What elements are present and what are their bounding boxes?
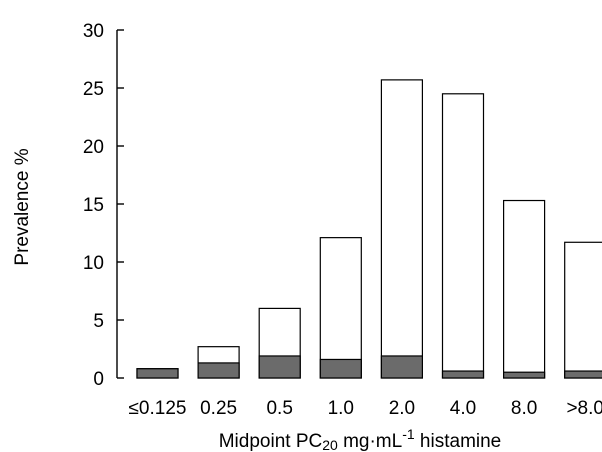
bar-subset <box>136 368 179 379</box>
y-tick-label: 0 <box>93 369 104 390</box>
x-axis-label-sub: 20 <box>322 437 338 452</box>
y-tick-label: 20 <box>83 137 104 158</box>
bar-total <box>503 199 546 379</box>
bar-total <box>319 237 362 379</box>
x-axis-label-mid: mg·mL <box>338 431 402 452</box>
x-axis-label-sup: -1 <box>402 426 415 442</box>
y-tick-label: 10 <box>83 253 104 274</box>
x-axis-label: Midpoint PC20 mg·mL-1 histamine <box>219 426 502 452</box>
x-axis-label-post: histamine <box>415 431 502 452</box>
bar-subset <box>503 371 546 379</box>
x-tick-label: 0.25 <box>200 398 237 419</box>
x-tick-label: 4.0 <box>450 398 476 419</box>
bar-subset <box>564 370 602 379</box>
bar-subset <box>197 362 240 379</box>
bar-total <box>564 241 602 379</box>
bar-subset <box>441 370 485 379</box>
x-tick-labels: ≤0.125 0.25 0.5 1.0 2.0 4.0 8.0 >8.0 <box>129 398 602 419</box>
bar-subset <box>319 358 362 379</box>
y-tick-label: 15 <box>83 195 104 216</box>
y-axis-label: Prevalence % <box>12 148 33 265</box>
x-tick-label: 8.0 <box>511 398 537 419</box>
x-tick-label: >8.0 <box>566 398 602 419</box>
x-axis-label-pre: Midpoint PC <box>219 431 323 452</box>
x-tick-label: ≤0.125 <box>129 398 187 419</box>
x-tick-label: 0.5 <box>266 398 292 419</box>
y-tick-label: 30 <box>83 21 104 42</box>
bar-subset <box>380 355 423 379</box>
bar-total <box>380 79 423 379</box>
bar-total <box>441 93 485 379</box>
y-tick-label: 5 <box>93 311 104 332</box>
bars-group <box>136 79 602 379</box>
y-ticks: 0 5 10 15 20 25 30 <box>83 21 124 390</box>
bar-subset <box>258 355 301 379</box>
x-tick-label: 1.0 <box>328 398 354 419</box>
y-tick-label: 25 <box>83 79 104 100</box>
x-tick-label: 2.0 <box>389 398 415 419</box>
